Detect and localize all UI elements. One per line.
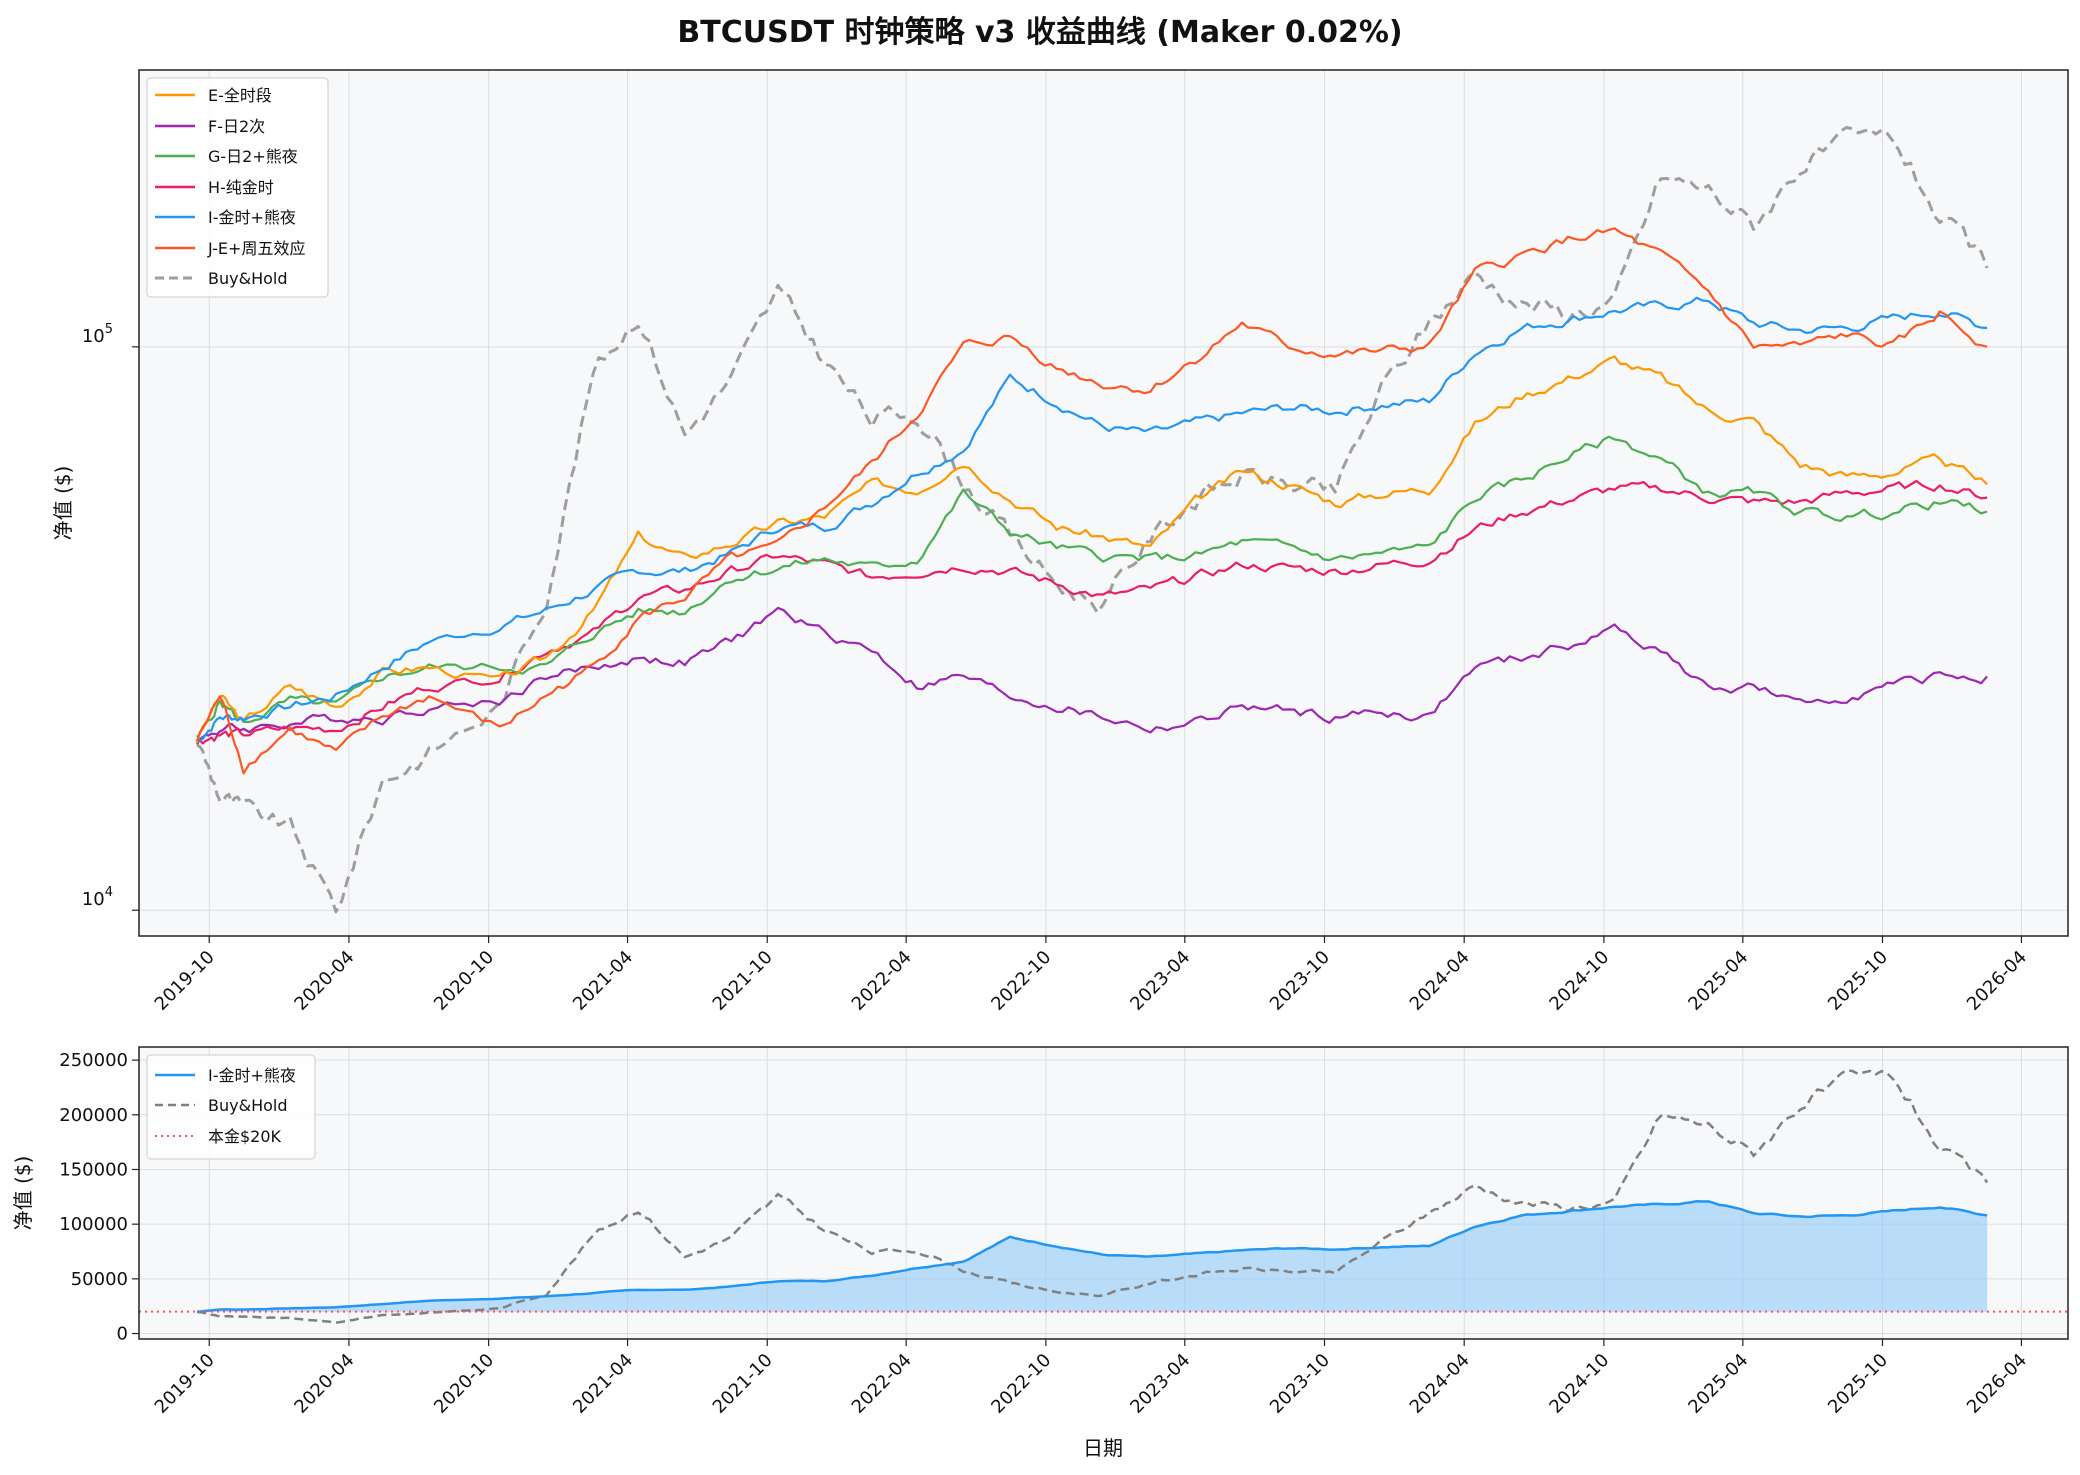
series-line-g: [196, 435, 1988, 738]
top-y-axis: 104 105: [82, 322, 139, 911]
xtick-label: 2019-10: [151, 1350, 219, 1418]
xtick-label: 2025-04: [1684, 1350, 1752, 1418]
xtick-label: 2023-04: [1126, 1350, 1194, 1418]
bottom-series: [139, 1068, 2068, 1324]
bottom-x-axis: 2019-10 2020-04 2020-10 2021-04 2021-10 2022-…: [151, 1339, 2031, 1418]
bottom-legend: I-金时+熊夜 Buy&Hold 本金$20K: [146, 1054, 316, 1160]
series-line-bottom-buyhold: [196, 1068, 1989, 1324]
bottom-x-axis-label: 日期: [1083, 1436, 1123, 1460]
bottom-plot-frame: [138, 1046, 2069, 1340]
legend-label-g: G-日2+熊夜: [208, 147, 298, 166]
legend-label-principal: 本金$20K: [208, 1127, 282, 1146]
bottom-legend-box: [146, 1054, 316, 1160]
xtick-label: 2020-10: [430, 1350, 498, 1418]
xtick-label: 2022-04: [848, 947, 916, 1015]
legend-label-f: F-日2次: [208, 117, 265, 136]
series-line-h: [196, 479, 1988, 745]
top-y-axis-label: 净值 ($): [51, 466, 75, 541]
bottom-ytick-label: 0: [117, 1324, 128, 1345]
bottom-ytick-label: 100000: [59, 1214, 128, 1235]
xtick-label: 2021-04: [569, 1350, 637, 1418]
xtick-label: 2020-04: [290, 947, 358, 1015]
xtick-label: 2025-10: [1824, 947, 1892, 1015]
xtick-label: 2021-04: [569, 947, 637, 1015]
top-legend-box: [146, 77, 329, 298]
bottom-y-axis: 0 50000 100000 150000 200000 250000: [59, 1050, 139, 1345]
xtick-label: 2025-10: [1824, 1350, 1892, 1418]
legend-label-i: I-金时+熊夜: [208, 208, 296, 227]
bottom-grid: [139, 1047, 2068, 1339]
top-x-axis: 2019-10 2020-04 2020-10 2021-04 2021-10 2022-…: [151, 936, 2031, 1015]
xtick-label: 2021-10: [709, 1350, 777, 1418]
series-line-j: [195, 227, 1988, 775]
series-line-bottom-i: [196, 1200, 1988, 1313]
xtick-label: 2020-10: [430, 947, 498, 1015]
bottom-y-axis-label: 净值 ($): [11, 1156, 35, 1231]
top-series-lines: [195, 125, 1989, 914]
top-grid: [139, 70, 2068, 936]
area-fill-i: [197, 1201, 1988, 1312]
xtick-label: 2022-10: [987, 947, 1055, 1015]
xtick-label: 2023-10: [1266, 1350, 1334, 1418]
xtick-label: 2023-10: [1266, 947, 1334, 1015]
top-ytick-label: 105: [82, 322, 113, 347]
xtick-label: 2024-10: [1545, 1350, 1613, 1418]
top-plot-frame: [138, 69, 2069, 937]
xtick-label: 2021-10: [709, 947, 777, 1015]
xtick-label: 2022-10: [987, 1350, 1055, 1418]
bottom-ytick-label: 50000: [71, 1269, 128, 1290]
top-ytick-label: 104: [82, 885, 113, 910]
xtick-label: 2025-04: [1684, 947, 1752, 1015]
xtick-label: 2019-10: [151, 947, 219, 1015]
xtick-label: 2024-04: [1406, 1350, 1474, 1418]
top-legend: E-全时段 F-日2次 G-日2+熊夜 H-纯金时 I-金时+熊夜 J-E+周五…: [146, 77, 329, 298]
xtick-label: 2026-04: [1963, 947, 2031, 1015]
legend-label-e: E-全时段: [208, 86, 272, 105]
series-line-e: [195, 355, 1988, 744]
legend-label-bottom-i: I-金时+熊夜: [208, 1066, 296, 1085]
legend-label-j: J-E+周五效应: [207, 239, 305, 258]
xtick-label: 2022-04: [848, 1350, 916, 1418]
series-line-i: [196, 296, 1988, 742]
legend-label-h: H-纯金时: [208, 178, 274, 197]
xtick-label: 2024-10: [1545, 947, 1613, 1015]
xtick-label: 2024-04: [1406, 947, 1474, 1015]
legend-label-buyhold: Buy&Hold: [208, 269, 287, 288]
chart-title: BTCUSDT 时钟策略 v3 收益曲线 (Maker 0.02%): [677, 15, 1402, 50]
legend-label-bottom-buyhold: Buy&Hold: [208, 1096, 287, 1115]
bottom-ytick-label: 200000: [59, 1105, 128, 1126]
xtick-label: 2023-04: [1126, 947, 1194, 1015]
bottom-ytick-label: 250000: [59, 1050, 128, 1071]
bottom-ytick-label: 150000: [59, 1159, 128, 1180]
xtick-label: 2020-04: [290, 1350, 358, 1418]
series-line-f: [196, 606, 1988, 746]
xtick-label: 2026-04: [1963, 1350, 2031, 1418]
